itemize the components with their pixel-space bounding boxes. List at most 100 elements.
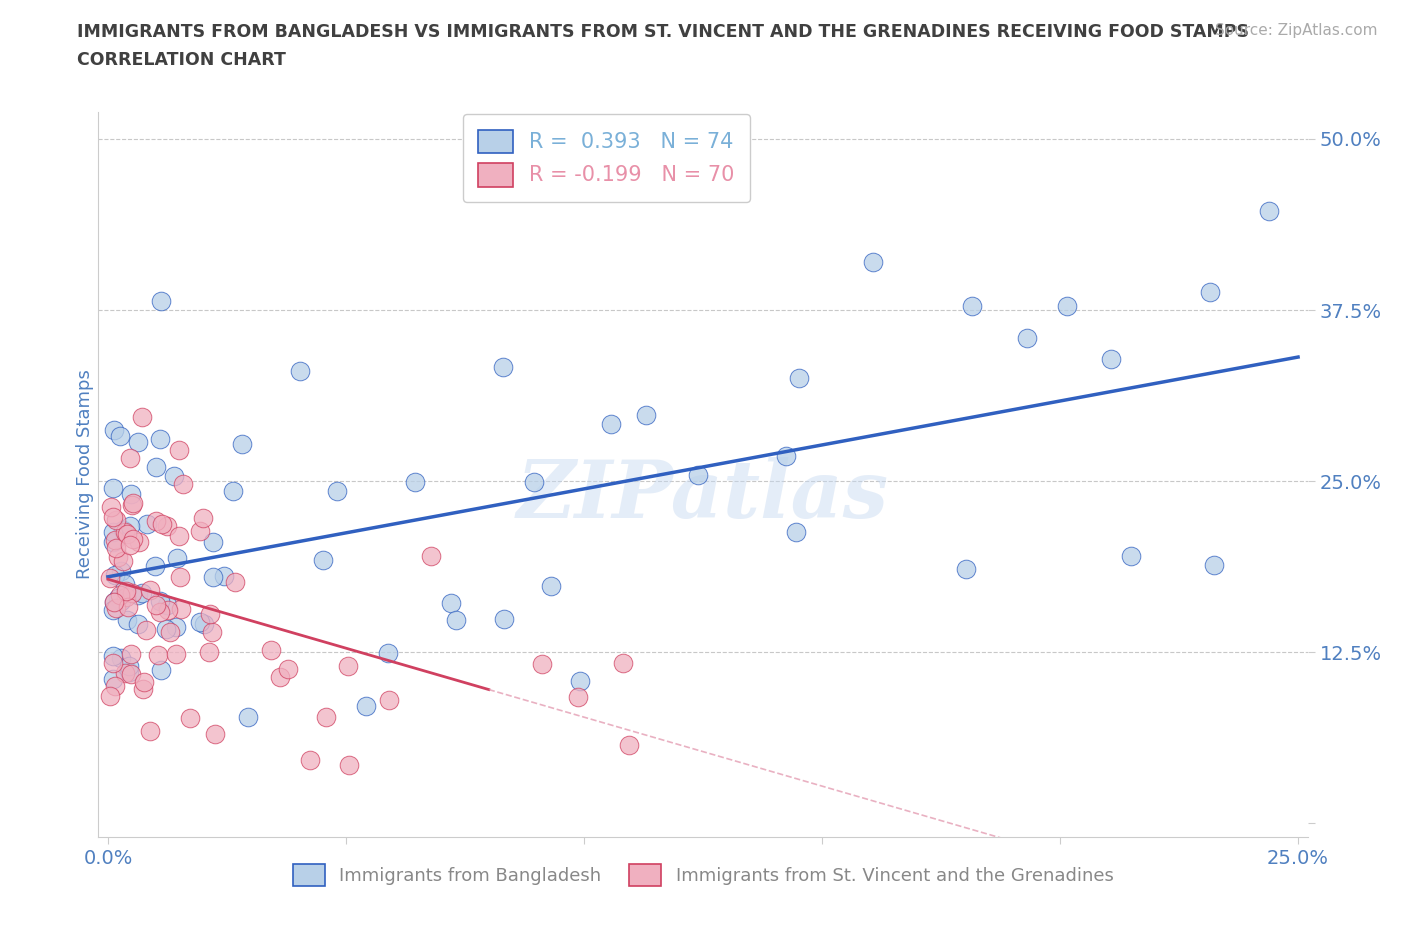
Point bbox=[145, 597, 167, 612]
Point bbox=[103, 422, 125, 437]
Point bbox=[336, 658, 359, 673]
Point bbox=[143, 558, 166, 573]
Point bbox=[167, 529, 190, 544]
Point bbox=[104, 567, 127, 582]
Point bbox=[117, 599, 139, 614]
Point bbox=[101, 603, 124, 618]
Point bbox=[121, 498, 143, 513]
Point bbox=[120, 666, 142, 681]
Point bbox=[299, 752, 322, 767]
Point bbox=[212, 568, 235, 583]
Point bbox=[132, 675, 155, 690]
Text: ZIPatlas: ZIPatlas bbox=[517, 458, 889, 535]
Point bbox=[149, 432, 172, 446]
Point bbox=[138, 582, 160, 597]
Point bbox=[444, 613, 467, 628]
Text: Source: ZipAtlas.com: Source: ZipAtlas.com bbox=[1215, 23, 1378, 38]
Point bbox=[107, 591, 129, 605]
Point bbox=[107, 550, 129, 565]
Point bbox=[101, 481, 124, 496]
Text: IMMIGRANTS FROM BANGLADESH VS IMMIGRANTS FROM ST. VINCENT AND THE GRENADINES REC: IMMIGRANTS FROM BANGLADESH VS IMMIGRANTS… bbox=[77, 23, 1250, 41]
Point bbox=[277, 661, 299, 676]
Point bbox=[131, 682, 153, 697]
Point bbox=[179, 711, 201, 725]
Point bbox=[104, 601, 127, 616]
Point bbox=[150, 517, 173, 532]
Point bbox=[157, 602, 180, 617]
Point bbox=[115, 526, 138, 541]
Legend: Immigrants from Bangladesh, Immigrants from St. Vincent and the Grenadines: Immigrants from Bangladesh, Immigrants f… bbox=[285, 857, 1121, 893]
Point bbox=[1015, 331, 1038, 346]
Point bbox=[110, 593, 132, 608]
Point bbox=[785, 525, 807, 539]
Point bbox=[148, 648, 170, 663]
Point bbox=[117, 613, 139, 628]
Point bbox=[231, 436, 253, 451]
Point bbox=[118, 538, 141, 552]
Point bbox=[114, 583, 136, 598]
Point bbox=[118, 450, 141, 465]
Point bbox=[269, 670, 291, 684]
Point bbox=[204, 726, 226, 741]
Point bbox=[1099, 352, 1122, 366]
Point bbox=[131, 585, 153, 600]
Point bbox=[775, 448, 797, 463]
Point bbox=[198, 606, 221, 621]
Point bbox=[617, 737, 640, 752]
Point bbox=[540, 578, 562, 593]
Point bbox=[634, 407, 657, 422]
Point bbox=[104, 541, 127, 556]
Point bbox=[1121, 549, 1143, 564]
Point bbox=[326, 484, 349, 498]
Point bbox=[315, 710, 337, 724]
Point bbox=[127, 617, 149, 631]
Point bbox=[224, 575, 246, 590]
Point bbox=[139, 724, 162, 738]
Point bbox=[103, 510, 125, 525]
Point bbox=[101, 535, 124, 550]
Point bbox=[960, 299, 983, 313]
Point bbox=[377, 645, 399, 660]
Point bbox=[118, 665, 141, 680]
Point bbox=[290, 364, 312, 379]
Point bbox=[150, 294, 173, 309]
Point bbox=[238, 710, 260, 724]
Point bbox=[354, 698, 377, 713]
Point bbox=[492, 359, 515, 374]
Point bbox=[114, 666, 136, 681]
Point bbox=[108, 429, 131, 444]
Text: CORRELATION CHART: CORRELATION CHART bbox=[77, 51, 287, 69]
Point bbox=[103, 594, 125, 609]
Point bbox=[103, 595, 125, 610]
Point bbox=[440, 595, 463, 610]
Point bbox=[201, 625, 224, 640]
Point bbox=[149, 604, 172, 619]
Point bbox=[101, 656, 124, 671]
Point bbox=[167, 443, 190, 458]
Point bbox=[260, 643, 283, 658]
Point bbox=[136, 516, 159, 531]
Point bbox=[188, 615, 211, 630]
Point bbox=[337, 758, 360, 773]
Point bbox=[121, 496, 143, 511]
Point bbox=[145, 514, 167, 529]
Point bbox=[686, 468, 709, 483]
Point bbox=[149, 662, 172, 677]
Point bbox=[111, 553, 134, 568]
Point bbox=[169, 569, 191, 584]
Point bbox=[568, 673, 591, 688]
Point bbox=[104, 679, 127, 694]
Point bbox=[188, 524, 211, 538]
Point bbox=[1198, 285, 1220, 299]
Point bbox=[118, 659, 141, 674]
Point bbox=[155, 621, 177, 636]
Point bbox=[101, 648, 124, 663]
Point bbox=[127, 434, 149, 449]
Point bbox=[111, 523, 134, 538]
Point bbox=[128, 535, 150, 550]
Point bbox=[114, 590, 136, 604]
Point bbox=[145, 459, 167, 474]
Point bbox=[127, 588, 149, 603]
Point bbox=[166, 551, 188, 566]
Point bbox=[862, 255, 884, 270]
